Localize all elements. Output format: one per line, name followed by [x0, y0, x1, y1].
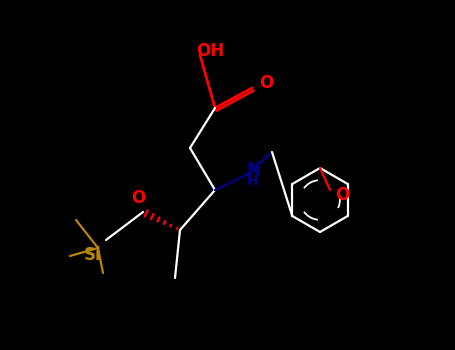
Text: N: N: [246, 161, 260, 179]
Text: H: H: [247, 174, 259, 188]
Text: OH: OH: [196, 42, 224, 60]
Text: O: O: [259, 74, 273, 92]
Text: O: O: [131, 189, 145, 207]
Text: Si: Si: [84, 246, 102, 264]
Text: O: O: [335, 186, 349, 204]
